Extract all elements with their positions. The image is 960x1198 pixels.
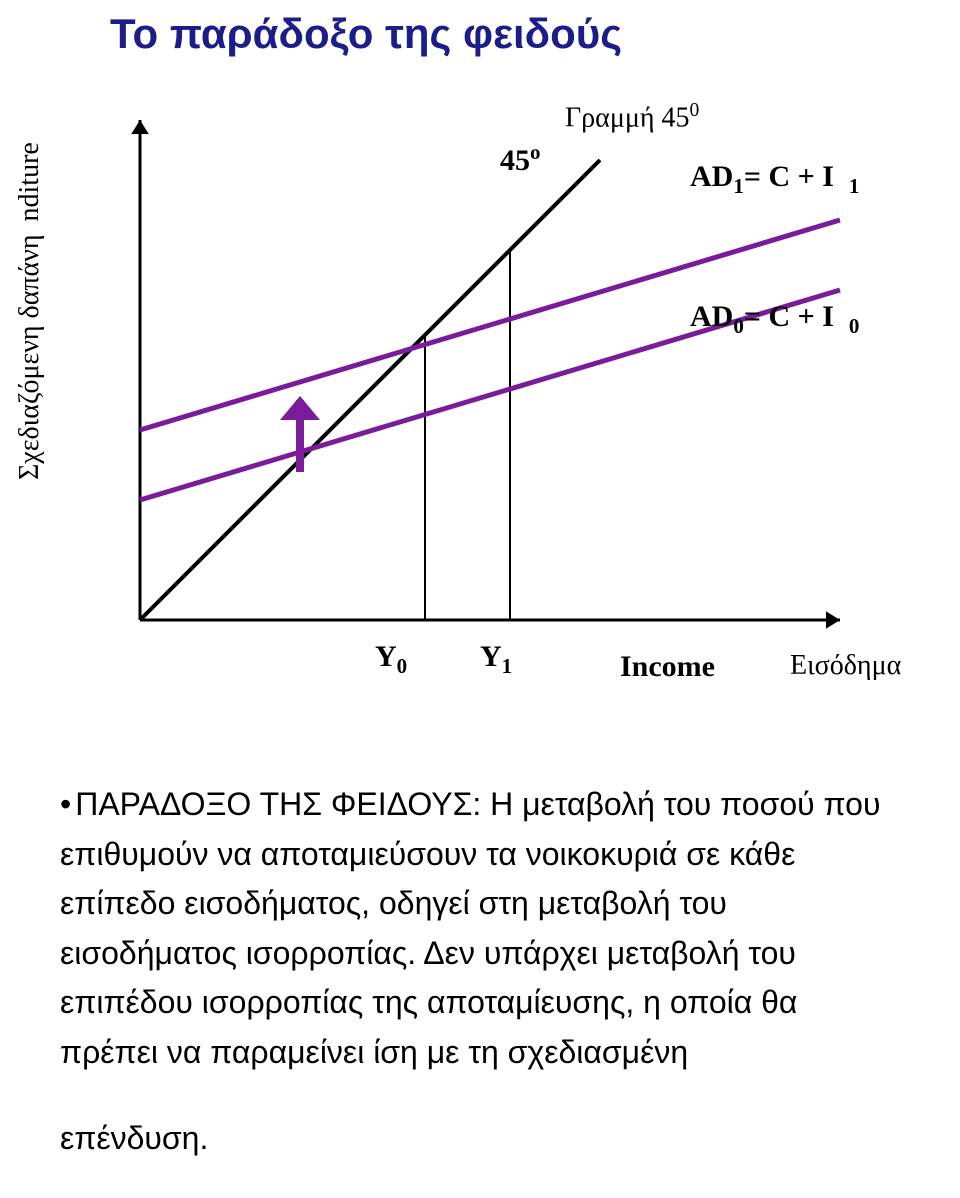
label-y0-sub: 0 — [397, 654, 408, 678]
label-y0-pre: Y — [375, 640, 397, 673]
label-y1-sub: 1 — [502, 654, 513, 678]
label-ad1: AD1= C + I 1 — [690, 160, 859, 199]
y-axis-label-part1: Σχεδιαζόμενη δαπάνη — [14, 234, 45, 480]
label-ad0-mid: = C + I — [744, 300, 834, 333]
label-45deg-text: 45 — [500, 144, 530, 177]
label-y1-pre: Y — [480, 640, 502, 673]
label-ad0: AD0= C + I 0 — [690, 300, 859, 339]
label-ad1-sub2: 1 — [849, 174, 860, 198]
label-eisodima: Εισόδημα — [790, 650, 901, 682]
label-y1: Y1 — [480, 640, 512, 679]
label-45deg: 45o — [500, 140, 541, 178]
body-rest: : Η μεταβολή του ποσού που επιθυμούν να … — [60, 786, 880, 1070]
y-axis-label: Σχεδιαζόμενη δαπάνη nditure — [14, 142, 46, 480]
label-gamma45: Γραμμή 450 — [565, 100, 699, 134]
label-ad0-sub2: 0 — [849, 314, 860, 338]
label-gamma45-sup: 0 — [690, 100, 700, 121]
label-ad1-mid: = C + I — [744, 160, 834, 193]
body-lead: ΠΑΡΑΔΟΞΟ ΤΗΣ ΦΕΙΔΟΥΣ — [60, 786, 472, 822]
page: Το παράδοξο της φειδούς Σχεδιαζόμενη δαπ… — [0, 0, 960, 1198]
y-axis-label-part2: nditure — [14, 142, 45, 221]
label-ad1-pre: AD — [690, 160, 733, 193]
label-gamma45-text: Γραμμή 45 — [565, 102, 690, 133]
body-paragraph: ΠΑΡΑΔΟΞΟ ΤΗΣ ΦΕΙΔΟΥΣ: Η μεταβολή του ποσ… — [60, 780, 900, 1078]
label-45deg-sup: o — [530, 140, 541, 164]
label-income-text: Income — [620, 650, 715, 683]
label-ad0-pre: AD — [690, 300, 733, 333]
label-ad1-sub1: 1 — [733, 174, 744, 198]
label-y0: Y0 — [375, 640, 407, 679]
page-title: Το παράδοξο της φειδούς — [110, 10, 622, 58]
label-ad0-sub1: 0 — [733, 314, 744, 338]
body-last-word: επένδυση. — [60, 1120, 208, 1157]
label-income: Income — [620, 650, 715, 684]
